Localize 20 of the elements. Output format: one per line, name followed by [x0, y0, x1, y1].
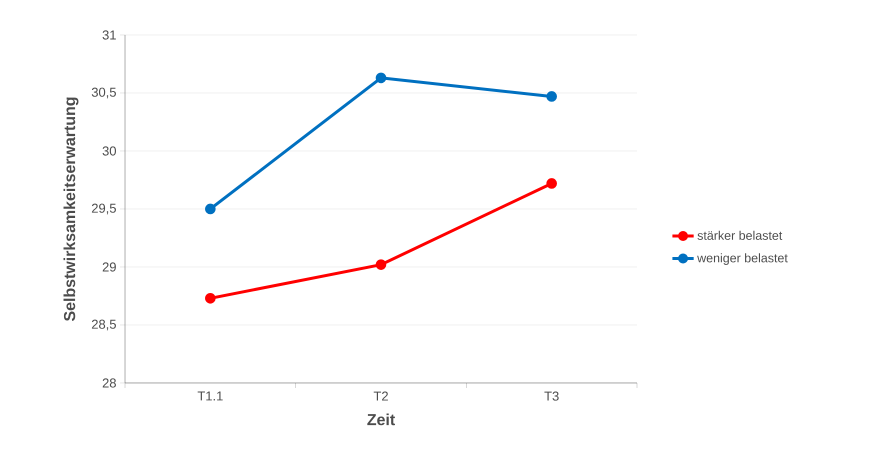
point — [205, 204, 216, 214]
point — [376, 259, 386, 270]
point — [205, 293, 216, 304]
x-tick-label: T2 — [374, 392, 388, 401]
legend-label: stärker belastet — [698, 230, 782, 240]
point — [546, 178, 557, 189]
legend-label: weniger belastet — [697, 253, 788, 265]
x-axis-title: Zeit — [367, 414, 395, 426]
y-tick-label: 29 — [102, 262, 116, 272]
y-axis-title: Selbstwirksamkeitserwartung — [64, 98, 78, 322]
y-tick-label: 30 — [102, 146, 116, 156]
y-tick-label: 30,5 — [92, 88, 116, 98]
y-tick-label: 31 — [102, 30, 116, 40]
x-tick-label: T1.1 — [198, 392, 223, 400]
y-tick-label: 28,5 — [92, 320, 116, 330]
y-tick-label: 29,5 — [92, 204, 116, 214]
point — [546, 91, 557, 102]
point — [376, 72, 386, 84]
y-tick-label: 28 — [102, 378, 116, 388]
x-tick-label: T3 — [544, 392, 559, 401]
